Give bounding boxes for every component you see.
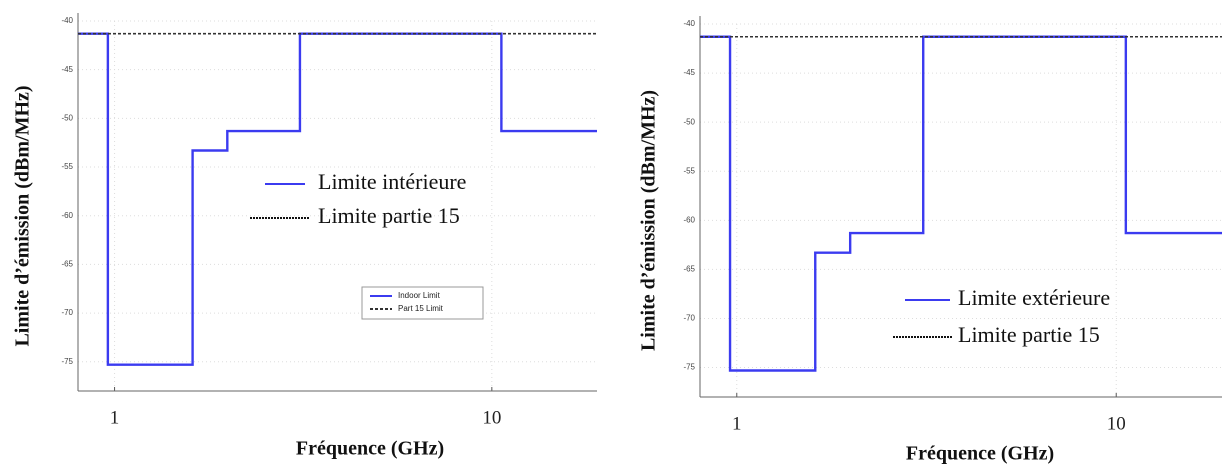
- x-tick-label: 10: [482, 407, 501, 428]
- x-axis-label: Fréquence (GHz): [296, 438, 444, 460]
- y-axis-label: Limite d’émission (dBm/MHz): [638, 90, 660, 351]
- y-tick-label: -60: [61, 211, 73, 220]
- y-tick-label: -75: [61, 357, 73, 366]
- y-tick-label: -55: [61, 162, 73, 171]
- y-tick-label: -65: [61, 260, 73, 269]
- x-tick-label: 1: [732, 413, 742, 434]
- y-tick-label: -70: [683, 314, 695, 323]
- x-axis-label: Fréquence (GHz): [906, 443, 1054, 465]
- y-tick-label: -45: [61, 65, 73, 74]
- y-tick-label: -40: [683, 19, 695, 28]
- legend-label: Indoor Limit: [398, 291, 441, 300]
- y-tick-label: -65: [683, 265, 695, 274]
- y-tick-label: -50: [683, 117, 695, 126]
- legend-label: Limite partie 15: [958, 322, 1100, 347]
- series-line: [78, 32, 597, 366]
- legend-label: Limite intérieure: [318, 169, 466, 194]
- y-tick-label: -75: [683, 363, 695, 372]
- series-line: [700, 35, 1222, 372]
- y-tick-label: -60: [683, 215, 695, 224]
- legend-label: Limite extérieure: [958, 285, 1110, 310]
- legend-label: Limite partie 15: [318, 203, 460, 228]
- y-tick-label: -55: [683, 166, 695, 175]
- y-tick-label: -45: [683, 68, 695, 77]
- x-tick-label: 10: [1107, 413, 1126, 434]
- x-tick-label: 1: [110, 407, 120, 428]
- y-tick-label: -70: [61, 308, 73, 317]
- y-axis-label: Limite d’émission (dBm/MHz): [12, 85, 34, 346]
- legend-label: Part 15 Limit: [398, 304, 444, 313]
- y-tick-label: -40: [61, 16, 73, 25]
- y-tick-label: -50: [61, 113, 73, 122]
- legend-box: [361, 286, 484, 320]
